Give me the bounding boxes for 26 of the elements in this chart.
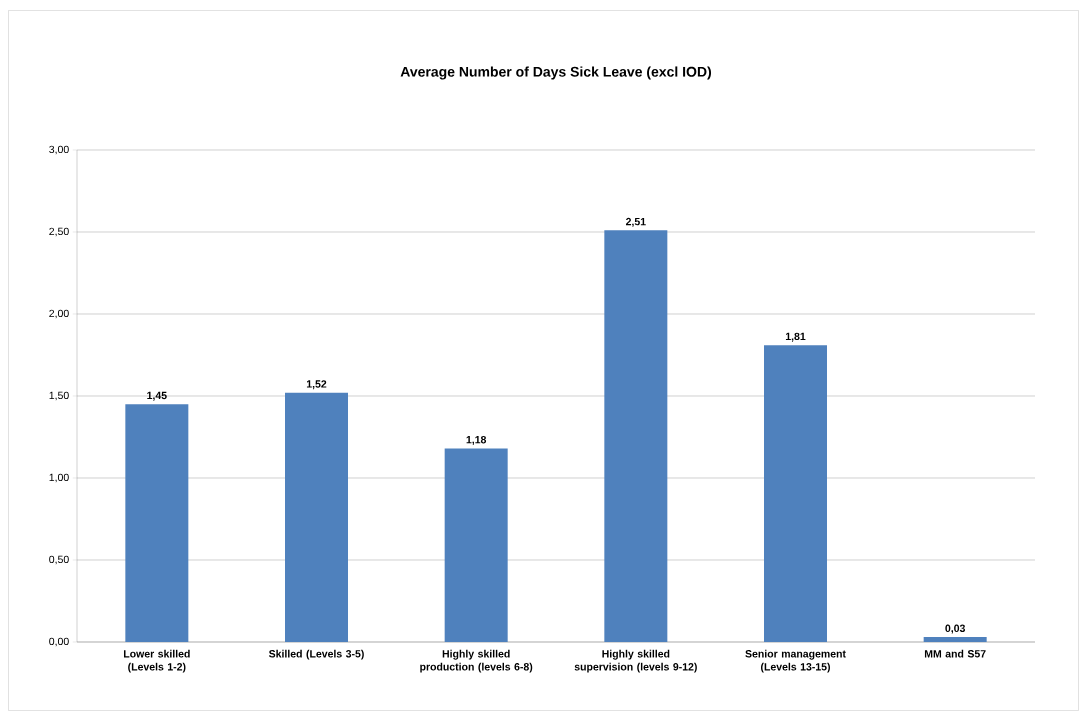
bar: [444, 448, 508, 642]
data-label: 1,45: [147, 391, 167, 401]
y-tick-label: 1,00: [49, 473, 69, 483]
bar: [604, 230, 668, 642]
x-tick-label: MM and S57: [924, 649, 986, 658]
y-tick-label: 1,50: [49, 391, 69, 401]
y-tick-label: 3,00: [49, 145, 69, 155]
y-tick-label: 0,50: [49, 555, 69, 565]
data-label: 1,81: [785, 332, 806, 342]
data-label: 2,51: [625, 217, 646, 227]
y-tick-label: 0,00: [49, 637, 69, 647]
data-label: 0,03: [945, 624, 965, 634]
chart-title: Average Number of Days Sick Leave (excl IOD): [400, 66, 712, 80]
x-tick-label: Highly skilled supervision (levels 9-12): [574, 649, 697, 673]
x-tick-label: Highly skilled production (levels 6-8): [420, 649, 533, 673]
bar: [923, 637, 987, 642]
x-tick-label: Lower skilled (Levels 1-2): [123, 649, 190, 673]
bar: [285, 392, 349, 642]
y-tick-label: 2,50: [49, 227, 69, 237]
x-tick-label: Skilled (Levels 3-5): [268, 649, 364, 660]
data-label: 1,18: [466, 435, 487, 445]
bar: [125, 404, 189, 642]
y-tick-label: 2,00: [49, 309, 69, 319]
data-label: 1,52: [306, 380, 327, 390]
bar: [764, 345, 827, 642]
x-tick-label: Senior management (Levels 13-15): [745, 649, 846, 673]
